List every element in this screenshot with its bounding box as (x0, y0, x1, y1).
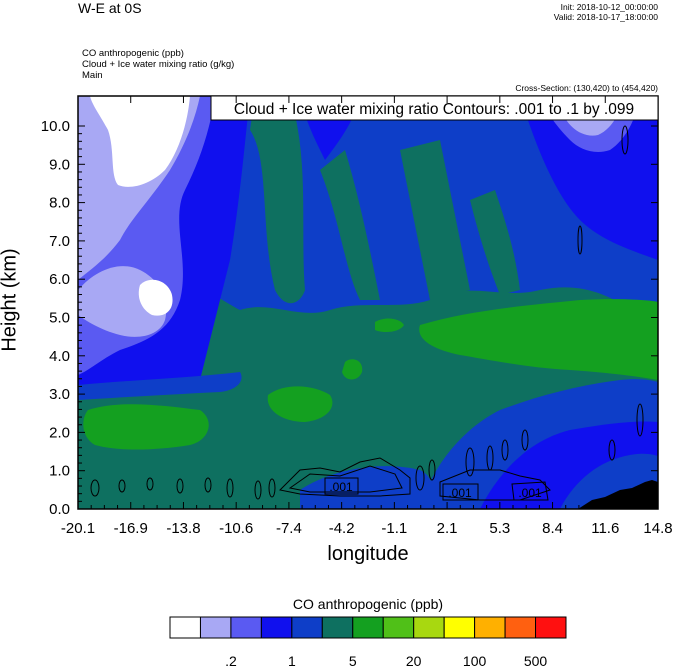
colorbar-tick-label: 20 (406, 653, 422, 667)
y-tick-label: 4.0 (49, 348, 70, 365)
plot-header-title: W-E at 0S (78, 0, 142, 16)
y-tick-label: 6.0 (49, 271, 70, 288)
field-co-label: CO anthropogenic (ppb) (82, 48, 184, 59)
y-tick-label: 5.0 (49, 310, 70, 327)
field-cloud-label: Cloud + Ice water mixing ratio (g/kg) (82, 59, 235, 70)
colorbar: .2 1 5 20 100 500 (169, 616, 567, 667)
x-tick-label: -1.1 (381, 520, 407, 537)
y-axis-label: Height (km) (0, 248, 21, 352)
y-tick-label: 7.0 (49, 233, 70, 250)
colorbar-swatch (535, 616, 567, 639)
x-tick-label: 2.1 (437, 520, 458, 537)
colorbar-swatch (230, 616, 262, 639)
x-tick-label: -7.4 (276, 520, 302, 537)
y-tick-label: 9.0 (49, 156, 70, 173)
cloud-contours (90, 125, 644, 501)
field-shading (78, 96, 658, 509)
colorbar-swatch (474, 616, 506, 639)
field-main-label: Main (82, 70, 103, 81)
y-tick-label: 8.0 (49, 195, 70, 212)
cross-section-label: Cross-Section: (130,420) to (454,420) (515, 83, 658, 93)
colorbar-swatch (291, 616, 323, 639)
x-axis-label: longitude (327, 543, 409, 565)
x-tick-label: -16.9 (114, 520, 148, 537)
colorbar-swatch (321, 616, 354, 639)
x-tick-label: -20.1 (61, 520, 95, 537)
contour-label: .001 (448, 486, 472, 500)
x-tick-label: 5.3 (489, 520, 510, 537)
contour-title: Cloud + Ice water mixing ratio Contours:… (234, 101, 634, 118)
colorbar-swatch (169, 616, 201, 639)
y-tick-label: 3.0 (49, 386, 70, 403)
contour-label-group: .001 .001 .001 (329, 480, 542, 500)
x-tick-label: -10.6 (219, 520, 253, 537)
y-axis: 0.0 1.0 2.0 3.0 4.0 5.0 6.0 7.0 8.0 9.0 10.0 (41, 118, 658, 518)
contour-label: .001 (329, 480, 353, 494)
contour-label: .001 (518, 486, 542, 500)
x-tick-label: 11.6 (591, 520, 619, 537)
colorbar-swatch (260, 616, 293, 639)
colorbar-tick-label: 1 (288, 653, 296, 667)
colorbar-swatch (504, 616, 537, 639)
y-tick-label: 1.0 (49, 463, 70, 480)
colorbar-tick-label: 5 (349, 653, 357, 667)
contour-title-box (210, 95, 659, 121)
colorbar-swatch (199, 616, 232, 639)
colorbar-swatch (443, 616, 476, 639)
y-tick-label: 0.0 (49, 501, 70, 518)
colorbar-title: CO anthropogenic (ppb) (292, 596, 444, 612)
valid-time: Valid: 2018-10-17_18:00:00 (553, 12, 658, 22)
x-tick-label: 14.8 (643, 520, 672, 537)
colorbar-tick-label: .2 (225, 653, 237, 667)
x-tick-label: 8.4 (542, 520, 563, 537)
colorbar-swatch (382, 616, 415, 639)
init-time: Init: 2018-10-12_00:00:00 (560, 2, 658, 12)
colorbar-tick-label: 100 (463, 653, 487, 667)
colorbar-swatch (413, 616, 445, 639)
x-tick-label: -4.2 (329, 520, 355, 537)
colorbar-swatch (352, 616, 384, 639)
x-axis: -20.1 -16.9 -13.8 -10.6 -7.4 -4.2 -1.1 2.1 5.3 8.… (61, 96, 673, 537)
y-tick-label: 10.0 (41, 118, 70, 135)
colorbar-tick-label: 500 (524, 653, 548, 667)
y-tick-label: 2.0 (49, 424, 70, 441)
x-tick-label: -13.8 (166, 520, 200, 537)
